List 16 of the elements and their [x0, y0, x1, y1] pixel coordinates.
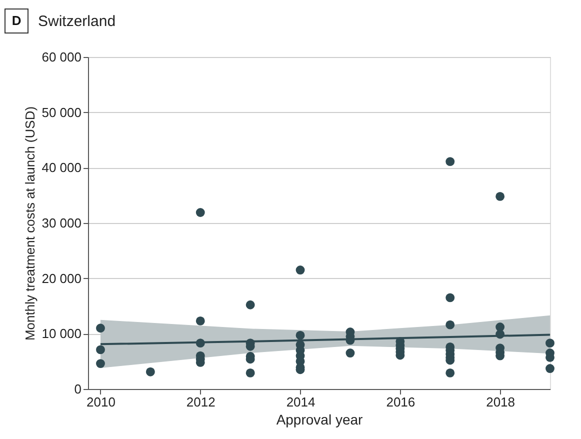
x-tick-label: 2014: [286, 394, 316, 410]
x-axis-title: Approval year: [276, 412, 364, 428]
y-tick-label: 50 000: [42, 104, 82, 120]
x-tick-label: 2018: [486, 394, 516, 410]
x-tick-label: 2012: [186, 394, 216, 410]
y-axis-title: Monthly treatment costs at launch (USD): [22, 106, 38, 341]
x-tick-label: 2016: [386, 394, 416, 410]
y-tick-label: 10 000: [42, 326, 82, 342]
x-tick-label: 2010: [86, 394, 116, 410]
y-tick-label: 40 000: [42, 160, 82, 176]
y-tick-label: 30 000: [42, 216, 82, 230]
y-tick-label: 0: [74, 382, 82, 396]
y-tick-label: 20 000: [42, 270, 82, 286]
y-tick-label: 60 000: [42, 50, 82, 64]
chart-title: Switzerland: [38, 13, 116, 30]
text: D: [12, 13, 22, 28]
